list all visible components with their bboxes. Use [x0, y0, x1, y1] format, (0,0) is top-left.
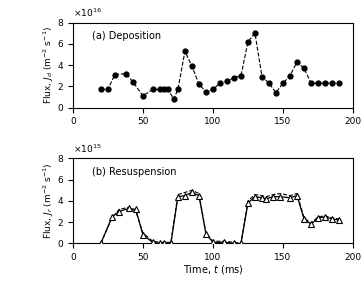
Text: (b) Resuspension: (b) Resuspension	[92, 167, 177, 177]
Y-axis label: Flux, $J_r$ (m$^{-2}$ s$^{-1}$): Flux, $J_r$ (m$^{-2}$ s$^{-1}$)	[41, 163, 56, 239]
Text: $\times\mathregular{10^{16}}$: $\times\mathregular{10^{16}}$	[73, 7, 102, 19]
Text: (a) Deposition: (a) Deposition	[92, 31, 162, 41]
Text: $\times\mathregular{10^{15}}$: $\times\mathregular{10^{15}}$	[73, 143, 101, 155]
Y-axis label: Flux, $J_d$ (m$^{-2}$ s$^{-1}$): Flux, $J_d$ (m$^{-2}$ s$^{-1}$)	[41, 26, 56, 104]
X-axis label: Time, $t$ (ms): Time, $t$ (ms)	[183, 263, 243, 276]
